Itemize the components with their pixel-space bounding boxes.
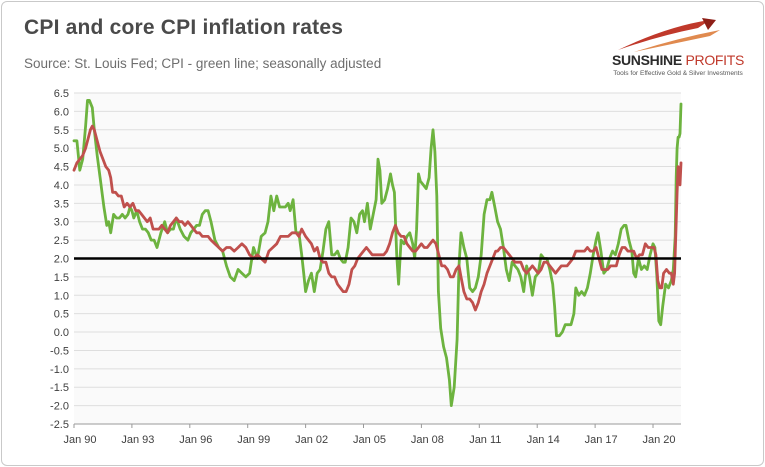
y-tick-label: 5.5 (54, 125, 69, 137)
logo-name-main: SUNSHINE (611, 52, 682, 68)
y-tick-label: 1.5 (54, 272, 69, 284)
x-tick-label: Jan 14 (527, 434, 560, 446)
y-tick-label: 5.0 (54, 143, 69, 155)
core-cpi-series-line (72, 124, 683, 312)
x-tick-label: Jan 11 (469, 434, 501, 446)
y-tick-label: -0.5 (50, 345, 69, 357)
x-tick-label: Jan 02 (295, 434, 328, 446)
logo-name: SUNSHINE PROFITS (598, 52, 758, 68)
y-tick-label: 2.5 (54, 235, 69, 247)
x-tick-label: Jan 05 (353, 434, 386, 446)
y-tick-label: 4.5 (54, 162, 69, 174)
x-tick-label: Jan 08 (411, 434, 444, 446)
sunshine-profits-logo: SUNSHINE PROFITS Tools for Effective Gol… (598, 16, 758, 82)
x-tick-label: Jan 90 (63, 434, 96, 446)
y-tick-label: 1.0 (54, 290, 69, 302)
x-tick-label: Jan 17 (585, 434, 618, 446)
y-tick-label: 3.0 (54, 217, 69, 229)
logo-tagline: Tools for Effective Gold & Silver Invest… (613, 70, 743, 77)
x-tick-label: Jan 93 (121, 434, 154, 446)
logo-swoosh-icon (618, 18, 720, 52)
y-axis: 6.5 6.0 5.5 5.0 4.5 4.0 3.5 3.0 2.5 2.0 1.5 1.0 0.5 0… (50, 88, 69, 431)
y-tick-label: -2.5 (50, 419, 69, 431)
y-tick-label: 0.0 (54, 327, 69, 339)
y-tick-label: -1.5 (50, 382, 69, 394)
x-tick-label: Jan 99 (237, 434, 270, 446)
series-group (72, 99, 683, 407)
y-tick-label: 0.5 (54, 309, 69, 321)
chart-title: CPI and core CPI inflation rates (24, 16, 344, 39)
y-tick-label: -2.0 (50, 401, 69, 413)
chart-subtitle: Source: St. Louis Fed; CPI - green line;… (24, 56, 382, 71)
y-tick-label: 6.0 (54, 106, 69, 118)
x-tick-label: Jan 96 (179, 434, 212, 446)
y-tick-label: -1.0 (50, 364, 69, 376)
x-tick-label: Jan 20 (642, 434, 675, 446)
y-tick-label: 4.0 (54, 180, 69, 192)
x-axis: Jan 90 Jan 93 Jan 96 Jan 99 Jan 02 Jan 05 Jan … (63, 423, 681, 446)
y-tick-label: 2.0 (54, 254, 69, 266)
y-tick-label: 6.5 (54, 88, 69, 100)
logo-name-accent: PROFITS (685, 52, 745, 68)
y-tick-label: 3.5 (54, 198, 69, 210)
